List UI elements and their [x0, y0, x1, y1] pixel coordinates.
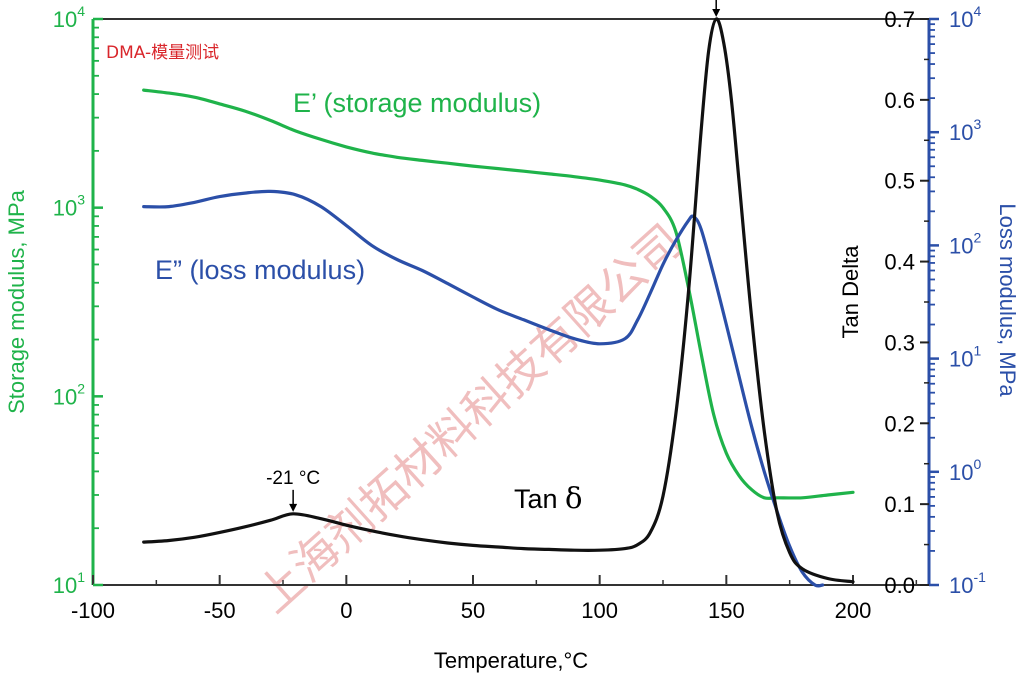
loss-modulus-line [142, 189, 825, 588]
tan-tick-label: 0.7 [884, 7, 915, 32]
x-tick-label: -50 [204, 598, 236, 623]
storage-series-label: E’ (storage modulus) [293, 88, 541, 118]
annotation-21c-arrow-head [289, 503, 298, 512]
tan-ticks: 0.0 0.1 0.2 0.3 0.4 0.5 0.6 0.7 [884, 7, 929, 598]
right-ticks: 10-1 100 101 102 103 104 [929, 3, 986, 598]
annotation-21c-label: -21 °C [266, 468, 320, 489]
left-axis-title: Storage modulus, MPa [4, 189, 29, 414]
tan-tick-label: 0.2 [884, 411, 915, 436]
right-tick-label: 103 [949, 116, 981, 145]
right-tick-label: 10-1 [949, 569, 986, 598]
tan-label-text: Tan [514, 484, 565, 514]
left-tick-label: 104 [53, 3, 85, 32]
x-tick-label: 150 [708, 598, 745, 623]
x-tick-label: 100 [581, 598, 618, 623]
right-tick-label: 101 [949, 343, 981, 372]
x-tick-label: 200 [835, 598, 872, 623]
tan-tick-label: 0.5 [884, 169, 915, 194]
x-axis-title: Temperature,°C [434, 648, 588, 673]
right-tick-label: 104 [949, 3, 981, 32]
x-ticks: -100 -50 0 50 100 150 200 [71, 575, 918, 623]
left-tick-label: 103 [53, 192, 85, 221]
tan-delta-line [142, 17, 855, 584]
loss-series-label: E” (loss modulus) [155, 255, 365, 285]
tan-series-label: Tan δ [514, 481, 583, 515]
annotation-146c: 146 °C [712, 0, 721, 17]
x-tick-label: 50 [461, 598, 485, 623]
tan-tick-label: 0.1 [884, 492, 915, 517]
x-tick-label: -100 [71, 598, 115, 623]
chart-note: DMA-模量测试 [106, 43, 219, 63]
tan-axis-title: Tan Delta [838, 245, 863, 339]
right-axis-title: Loss modulus, MPa [995, 203, 1020, 397]
x-tick-label: 0 [340, 598, 352, 623]
left-tick-label: 101 [53, 569, 85, 598]
storage-modulus-line [142, 88, 855, 500]
left-ticks: 101 102 103 104 [53, 3, 103, 598]
right-tick-label: 100 [949, 456, 981, 485]
right-tick-label: 102 [949, 229, 981, 258]
left-tick-label: 102 [53, 380, 85, 409]
tan-tick-label: 0.6 [884, 88, 915, 113]
annotations: -21 °C 146 °C [266, 0, 721, 512]
tan-tick-label: 0.0 [884, 573, 915, 598]
annotation-21c: -21 °C [266, 468, 320, 512]
tan-tick-label: 0.3 [884, 330, 915, 355]
series-lines [142, 17, 855, 588]
annotation-146c-arrow-head [712, 9, 721, 17]
tan-tick-label: 0.4 [884, 250, 915, 275]
tan-label-symbol: δ [565, 481, 582, 515]
